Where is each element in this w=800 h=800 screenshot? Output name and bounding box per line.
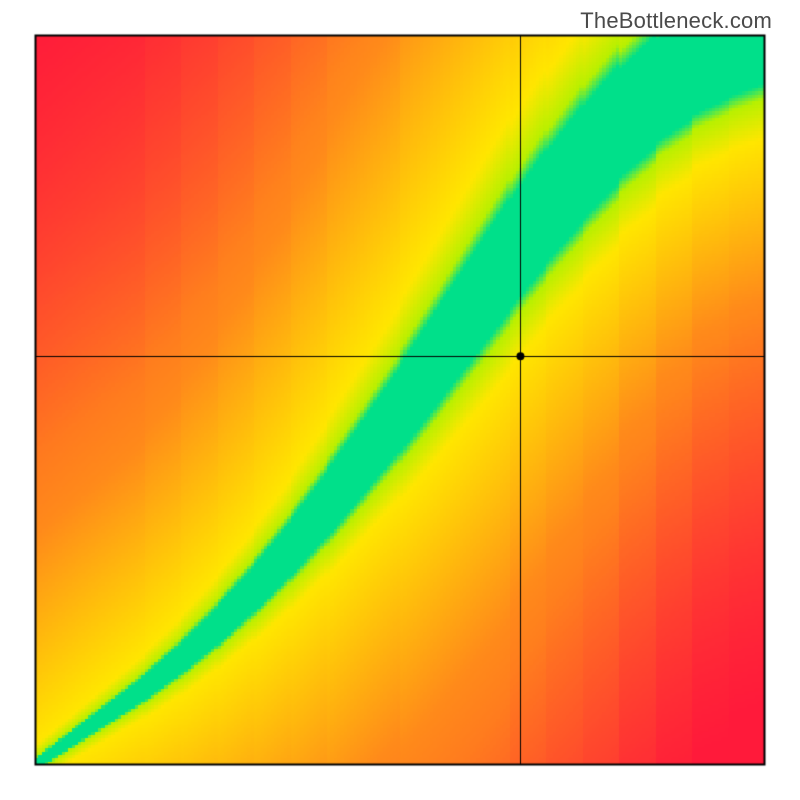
heatmap-canvas [0,0,800,800]
watermark-text: TheBottleneck.com [580,8,772,34]
chart-container: TheBottleneck.com [0,0,800,800]
